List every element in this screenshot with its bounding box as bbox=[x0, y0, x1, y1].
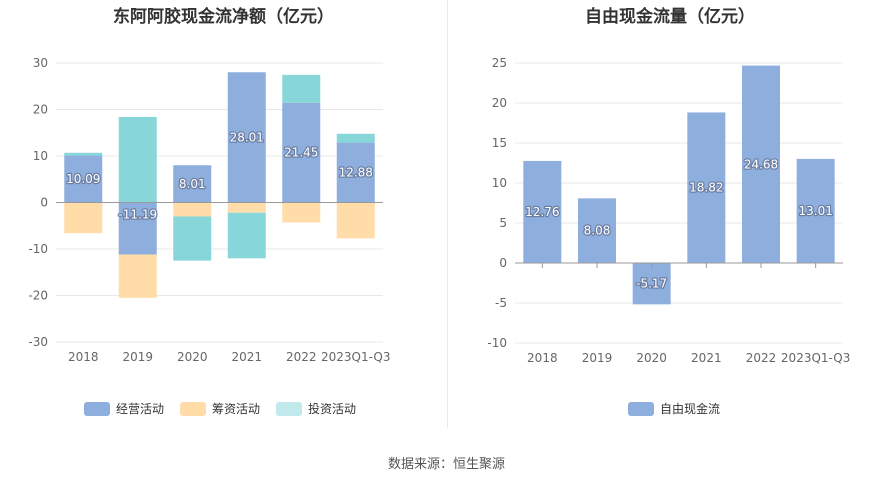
legend-item-free[interactable]: 自由现金流 bbox=[628, 400, 720, 417]
y-tick-right: 20 bbox=[492, 96, 507, 110]
y-tick-right: 10 bbox=[492, 176, 507, 190]
legend-label-investing: 投资活动 bbox=[308, 402, 357, 416]
data-label-operating: 28.01 bbox=[230, 130, 264, 144]
bar-investing bbox=[282, 74, 321, 103]
y-tick-left: 10 bbox=[33, 149, 48, 163]
data-label-free: -5.17 bbox=[636, 277, 667, 291]
legend-swatch-operating bbox=[84, 401, 110, 416]
x-tick-left: 2018 bbox=[68, 350, 99, 364]
y-tick-left: -30 bbox=[28, 335, 48, 349]
bar-free-cashflow bbox=[632, 263, 671, 305]
x-tick-right: 2021 bbox=[691, 351, 722, 365]
bar-financing bbox=[64, 202, 103, 234]
chart-title-cashflow: 东阿阿胶现金流净额（亿元） bbox=[113, 7, 334, 27]
bar-investing bbox=[336, 133, 375, 143]
x-tick-right: 2022 bbox=[746, 351, 777, 365]
bar-free-cashflow bbox=[796, 158, 835, 263]
legend-swatch-investing bbox=[276, 401, 303, 416]
x-tick-left: 2022 bbox=[286, 350, 317, 364]
x-tick-right: 2023Q1-Q3 bbox=[781, 351, 850, 365]
legend-cashflow: 经营活动 筹资活动 投资活动 bbox=[84, 400, 372, 417]
bar-free-cashflow bbox=[742, 65, 780, 263]
x-tick-left: 2021 bbox=[231, 350, 262, 364]
bar-investing bbox=[118, 116, 157, 203]
bar-free-cashflow bbox=[578, 198, 616, 263]
legend-label-operating: 经营活动 bbox=[116, 402, 165, 416]
x-tick-right: 2019 bbox=[582, 351, 613, 365]
y-tick-right: 0 bbox=[499, 256, 507, 270]
bar-financing bbox=[282, 202, 321, 223]
y-tick-right: 15 bbox=[492, 136, 507, 150]
data-label-operating: 12.88 bbox=[339, 166, 373, 180]
legend-swatch-free bbox=[628, 401, 654, 416]
bar-operating bbox=[282, 102, 321, 203]
bar-operating bbox=[173, 165, 212, 203]
data-label-free: 18.82 bbox=[689, 181, 723, 195]
bar-financing bbox=[336, 202, 375, 239]
x-tick-left: 2023Q1-Q3 bbox=[321, 350, 390, 364]
x-tick-right: 2020 bbox=[636, 351, 667, 365]
legend-item-operating[interactable]: 经营活动 bbox=[84, 400, 164, 417]
data-label-free: 24.68 bbox=[744, 157, 778, 171]
y-tick-right: 25 bbox=[492, 56, 507, 70]
bar-investing bbox=[64, 152, 103, 156]
data-source-note: 数据来源：恒生聚源 bbox=[387, 457, 505, 472]
y-tick-right: -10 bbox=[487, 336, 507, 350]
bar-investing bbox=[227, 212, 266, 259]
bar-free-cashflow bbox=[523, 160, 562, 263]
x-tick-left: 2019 bbox=[122, 350, 153, 364]
data-label-operating: 10.09 bbox=[66, 172, 100, 186]
legend-label-financing: 筹资活动 bbox=[212, 402, 261, 416]
y-tick-right: 5 bbox=[499, 216, 507, 230]
bar-financing bbox=[118, 254, 157, 298]
legend-swatch-financing bbox=[180, 401, 207, 416]
y-tick-left: 30 bbox=[33, 56, 48, 70]
bar-financing bbox=[173, 202, 212, 217]
x-tick-right: 2018 bbox=[527, 351, 558, 365]
bar-operating bbox=[336, 142, 375, 203]
bar-operating bbox=[64, 155, 103, 203]
data-label-free: 12.76 bbox=[525, 205, 559, 219]
legend-item-financing[interactable]: 筹资活动 bbox=[180, 400, 260, 417]
legend-free-cashflow: 自由现金流 bbox=[628, 400, 736, 417]
data-label-operating: 8.01 bbox=[179, 177, 206, 191]
panel-divider bbox=[447, 0, 448, 428]
chart-title-free-cashflow: 自由现金流量（亿元） bbox=[585, 7, 755, 27]
data-label-operating: -11.19 bbox=[118, 208, 157, 222]
bar-financing bbox=[227, 202, 266, 213]
legend-item-investing[interactable]: 投资活动 bbox=[276, 400, 356, 417]
x-tick-left: 2020 bbox=[177, 350, 208, 364]
data-label-operating: 21.45 bbox=[284, 146, 318, 160]
bar-operating bbox=[227, 72, 266, 203]
data-label-free: 13.01 bbox=[798, 204, 832, 218]
y-tick-left: -10 bbox=[28, 242, 48, 256]
bar-investing bbox=[173, 216, 212, 261]
y-tick-left: -20 bbox=[28, 289, 48, 303]
bar-operating bbox=[118, 202, 157, 255]
y-tick-right: -5 bbox=[495, 296, 507, 310]
y-tick-left: 0 bbox=[40, 196, 48, 210]
data-label-free: 8.08 bbox=[584, 224, 611, 238]
legend-label-free: 自由现金流 bbox=[660, 402, 721, 416]
y-tick-left: 20 bbox=[33, 103, 48, 117]
bar-free-cashflow bbox=[687, 112, 726, 263]
